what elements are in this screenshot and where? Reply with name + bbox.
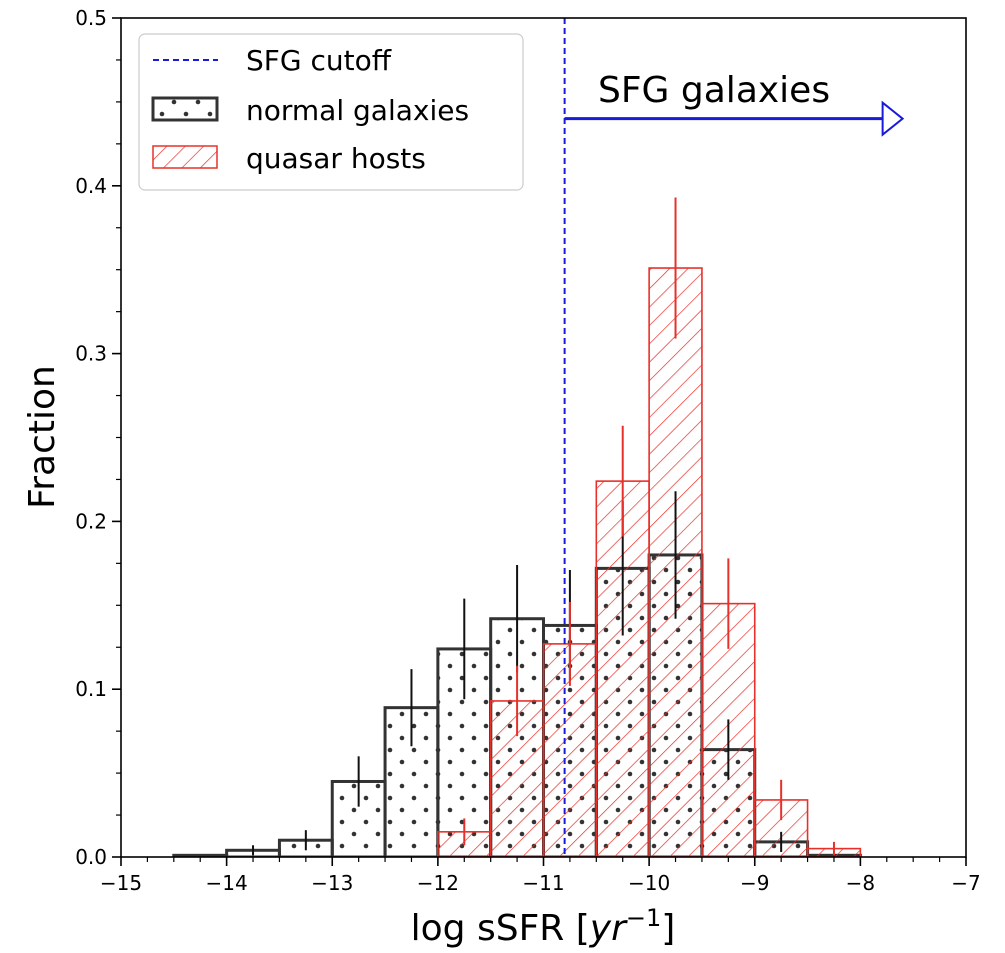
x-tick-label: −9 — [740, 871, 769, 895]
x-tick-label: −13 — [311, 871, 353, 895]
y-tick-label: 0.1 — [75, 677, 107, 701]
x-tick-label: −15 — [100, 871, 142, 895]
sfg-galaxies-annotation: SFG galaxies — [598, 70, 830, 111]
legend-normal-swatch — [151, 96, 219, 122]
y-axis-title: Fraction — [22, 365, 63, 509]
x-tick-label: −7 — [951, 871, 980, 895]
x-tick-label: −14 — [206, 871, 248, 895]
x-tick-label: −8 — [846, 871, 875, 895]
x-tick-label: −12 — [417, 871, 459, 895]
legend-quasar-swatch — [152, 145, 218, 169]
y-tick-label: 0.5 — [75, 6, 107, 30]
y-tick-label: 0.2 — [75, 509, 107, 533]
legend-box — [138, 33, 524, 191]
x-axis-title: log sSFR [yr−1] — [411, 904, 676, 949]
y-tick-label: 0.3 — [75, 342, 107, 366]
sfg-arrow-head — [881, 100, 905, 137]
y-tick-label: 0.4 — [75, 174, 107, 198]
legend-normal-label: normal galaxies — [246, 94, 469, 127]
legend-quasar-label: quasar hosts — [246, 142, 426, 175]
y-tick-label: 0.0 — [75, 845, 107, 869]
legend-cutoff-label: SFG cutoff — [246, 44, 392, 77]
x-tick-label: −11 — [522, 871, 564, 895]
legend: SFG cutoff normal galaxies quasar hosts — [138, 33, 524, 191]
x-tick-label: −10 — [628, 871, 670, 895]
